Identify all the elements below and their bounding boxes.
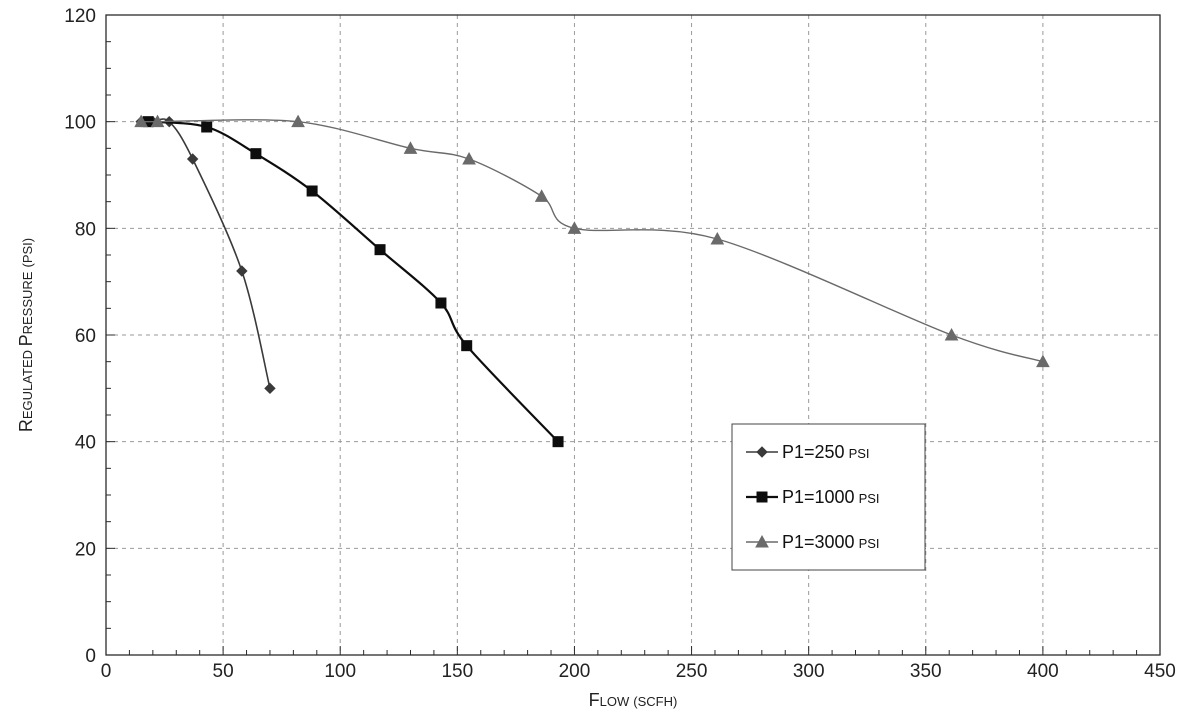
legend-marker [756,491,768,503]
x-tick-label: 300 [793,661,825,682]
data-point [291,114,305,128]
legend: P1=250 PSI P1=1000 PSI P1=3000 PSI [731,423,926,571]
data-point [462,151,476,165]
data-point [944,327,959,341]
legend-marker [756,446,768,458]
x-tick-label: 450 [1144,661,1176,682]
legend-item: P1=250 PSI [746,442,870,462]
x-tick-label: 400 [1027,661,1059,682]
y-tick-label: 20 [75,539,96,560]
x-tick-label: 350 [910,661,942,682]
data-point [201,121,213,133]
y-tick-label: 120 [64,6,96,27]
y-axis-tick-labels: 0 20 40 60 80 100 120 [64,6,96,667]
data-point [250,148,262,160]
data-point [567,221,582,234]
legend-item: P1=3000 PSI [746,532,880,552]
grid [106,15,1160,655]
x-axis-title: Flow (scfh) [589,690,678,710]
legend-label: P1=1000 PSI [782,487,880,507]
series-2 [142,116,564,448]
y-tick-label: 100 [64,113,96,134]
data-point [150,114,165,128]
y-tick-label: 80 [75,219,96,240]
series [134,114,1050,448]
data-point [552,436,564,448]
y-tick-label: 0 [85,646,96,667]
x-tick-label: 0 [101,661,112,682]
data-point [1036,354,1050,368]
y-tick-label: 40 [75,433,96,454]
legend-label: P1=3000 PSI [782,532,880,552]
data-point [461,340,473,352]
legend-marker [755,534,769,548]
data-point [134,114,148,128]
legend-item: P1=1000 PSI [746,487,880,507]
data-point [264,382,276,395]
legend-label: P1=250 PSI [782,442,870,462]
data-point [374,244,386,256]
series-line [140,119,1044,363]
data-point [403,141,418,154]
y-tick-label: 60 [75,326,96,347]
x-axis-tick-labels: 0 50 100 150 200 250 300 350 400 450 [101,661,1176,682]
data-point [435,297,447,309]
series-line [141,118,271,389]
x-tick-label: 200 [559,661,591,682]
plot-area-frame [105,14,1161,656]
data-point [236,265,248,277]
data-point [306,185,318,197]
data-point [186,153,199,165]
x-tick-label: 250 [676,661,708,682]
minor-ticks [105,14,1161,656]
x-tick-label: 50 [213,661,234,682]
x-tick-label: 150 [441,661,473,682]
x-tick-label: 100 [324,661,356,682]
data-point [710,231,725,245]
series-3 [134,114,1050,368]
series-line [148,120,559,443]
data-point [534,189,549,202]
y-axis-title: Regulated Pressure(psi) [16,238,36,432]
